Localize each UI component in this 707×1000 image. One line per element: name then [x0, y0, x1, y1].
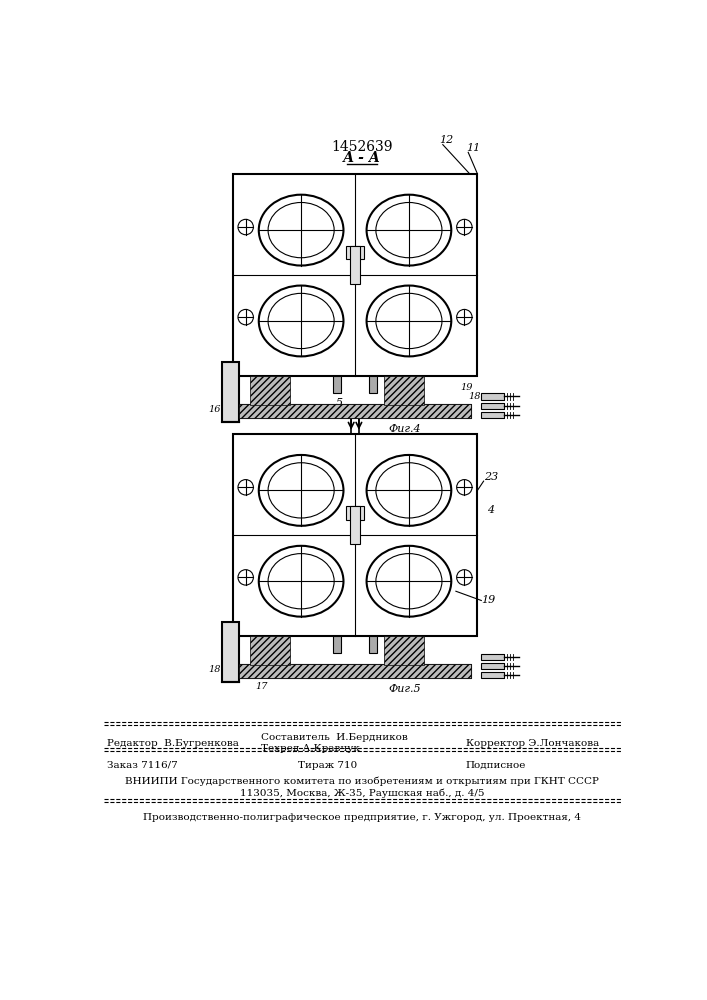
Text: 1452639: 1452639	[331, 140, 392, 154]
Text: Подписное: Подписное	[466, 761, 526, 770]
Bar	[250, 636, 290, 665]
Bar	[481, 654, 503, 660]
Text: 12: 12	[439, 135, 453, 145]
Bar	[481, 412, 503, 418]
Text: Техред А.Кравчук: Техред А.Кравчук	[261, 744, 360, 753]
Text: Тираж 710: Тираж 710	[298, 761, 357, 770]
Text: 23: 23	[484, 472, 498, 482]
Text: 16: 16	[208, 405, 221, 414]
Text: Фиг.5: Фиг.5	[389, 684, 421, 694]
Text: Корректор Э.Лончакова: Корректор Э.Лончакова	[466, 739, 599, 748]
Bar	[222, 622, 239, 682]
Text: Заказ 7116/7: Заказ 7116/7	[107, 761, 178, 770]
Bar	[334, 376, 341, 393]
Bar	[346, 246, 364, 259]
Text: Редактор  В.Бугренкова: Редактор В.Бугренкова	[107, 739, 239, 748]
Text: 19: 19	[460, 382, 473, 391]
Bar	[481, 403, 503, 409]
Text: ВНИИПИ Государственного комитета по изобретениям и открытиям при ГКНТ СССР: ВНИИПИ Государственного комитета по изоб…	[125, 776, 599, 786]
Bar	[239, 664, 472, 678]
Bar	[369, 376, 377, 393]
Text: 113035, Москва, Ж-35, Раушская наб., д. 4/5: 113035, Москва, Ж-35, Раушская наб., д. …	[240, 788, 484, 798]
Text: Составитель  И.Бердников: Составитель И.Бердников	[261, 733, 408, 742]
Bar	[250, 376, 290, 405]
Bar	[350, 506, 361, 544]
Bar	[222, 362, 239, 422]
Bar	[481, 672, 503, 678]
Bar	[239, 664, 472, 678]
Bar	[233, 434, 477, 636]
Text: 19: 19	[481, 595, 496, 605]
Text: 5: 5	[336, 398, 343, 408]
Text: 18: 18	[208, 665, 221, 674]
Bar	[481, 393, 503, 400]
Text: 18: 18	[468, 392, 481, 401]
Bar	[346, 506, 364, 520]
Bar	[385, 376, 424, 405]
Bar	[239, 404, 472, 418]
Text: 17: 17	[256, 682, 268, 691]
Bar	[350, 246, 361, 284]
Bar	[239, 404, 472, 418]
Bar	[334, 636, 341, 653]
Bar	[233, 174, 477, 376]
Text: 11: 11	[466, 143, 480, 153]
Text: А - А: А - А	[343, 151, 381, 165]
Text: Фиг.4: Фиг.4	[389, 424, 421, 434]
Bar	[481, 663, 503, 669]
Text: Производственно-полиграфическое предприятие, г. Ужгород, ул. Проектная, 4: Производственно-полиграфическое предприя…	[143, 813, 581, 822]
Bar	[369, 636, 377, 653]
Text: 4: 4	[486, 505, 493, 515]
Bar	[385, 636, 424, 665]
